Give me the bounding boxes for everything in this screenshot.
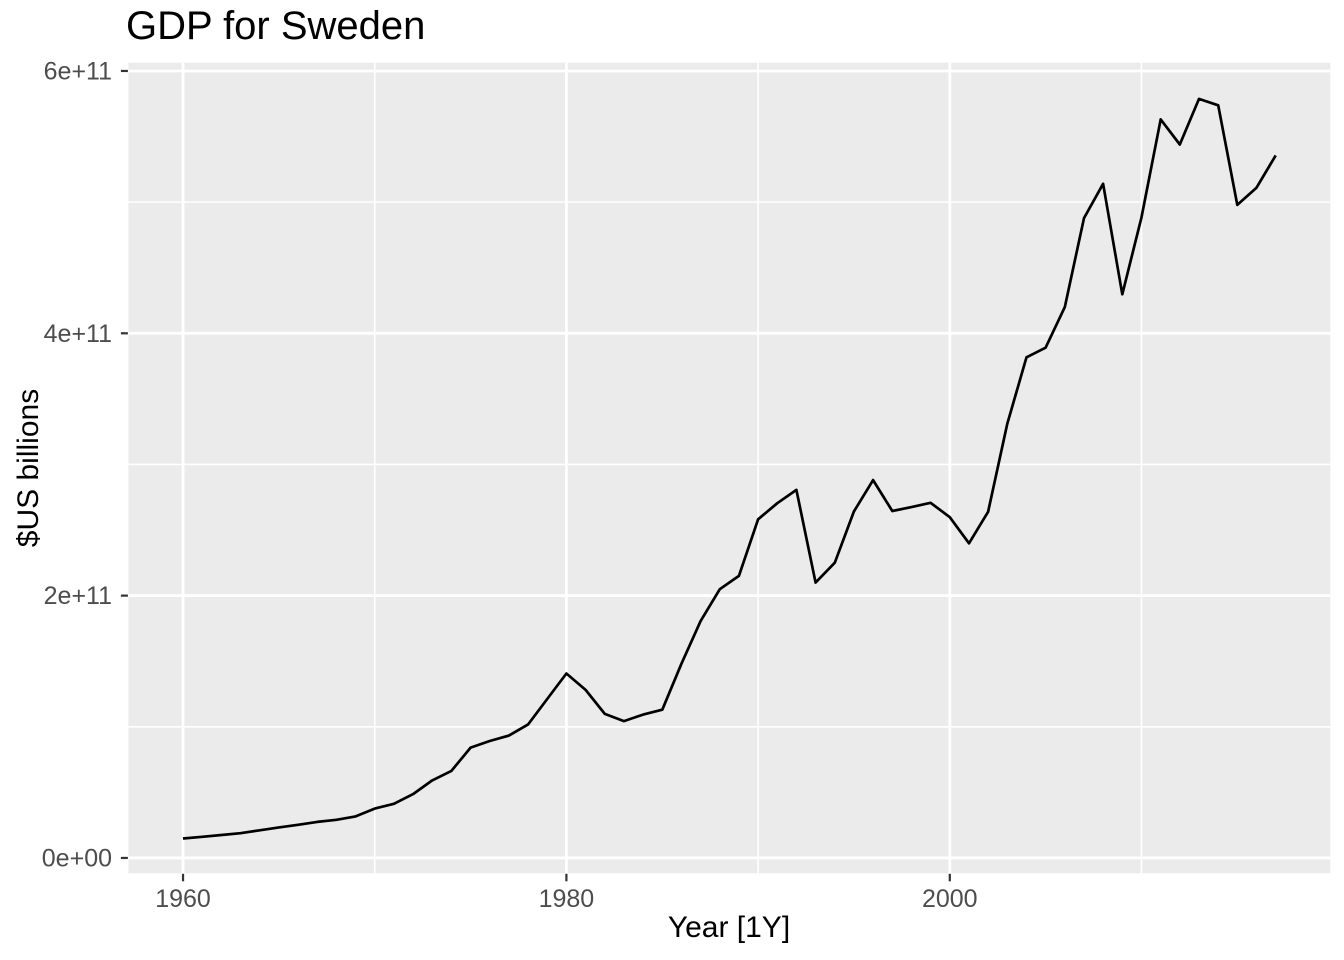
y-axis-title: $US billions [12,388,45,548]
x-axis-tick-label: 1980 [539,885,595,913]
y-axis-tick-label: 2e+11 [44,582,112,610]
y-axis-tick-label: 6e+11 [44,57,112,85]
y-axis-tick-label: 4e+11 [44,320,112,348]
gdp-data-line [182,97,1277,840]
x-axis-tick-label: 2000 [922,885,978,913]
plot-title: GDP for Sweden [126,4,426,48]
x-axis-title: Year [1Y] [667,911,791,944]
y-axis-tick-label: 0e+00 [42,844,112,872]
x-axis-tick-label: 1960 [155,885,211,913]
plot-panel [128,62,1331,874]
